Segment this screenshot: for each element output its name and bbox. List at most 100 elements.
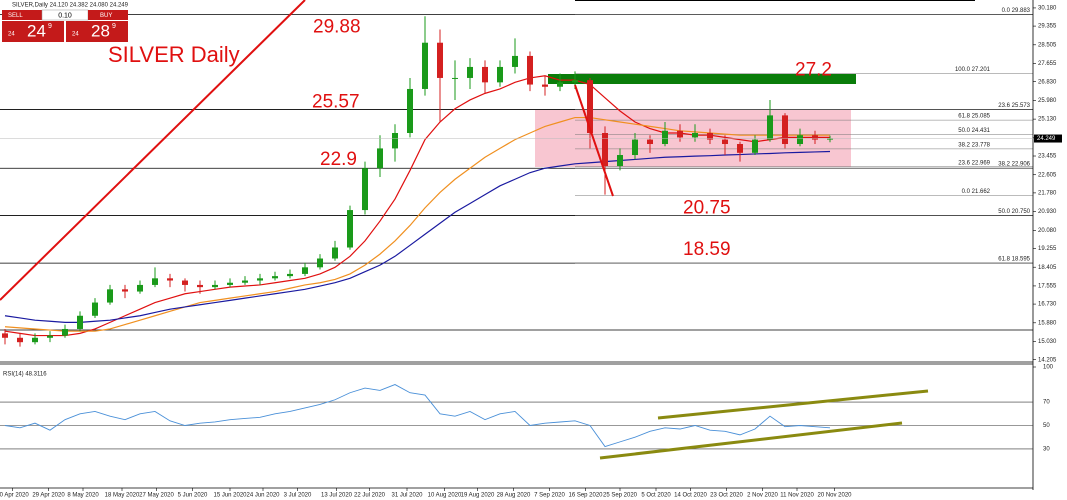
candle-body [587, 80, 593, 133]
candle-body [632, 139, 638, 156]
level-label: 29.88 [313, 17, 361, 38]
x-tick-label: 20 Nov 2020 [817, 493, 852, 499]
y-tick-label: 17.555 [1038, 284, 1057, 290]
resistance-label: 27.2 [795, 60, 832, 81]
candle-body [812, 135, 818, 140]
fib-label: 61.8 18.595 [998, 257, 1030, 263]
trend-line [574, 84, 614, 197]
x-tick-label: 15 Jun 2020 [213, 493, 247, 499]
buy-button[interactable] [88, 10, 128, 20]
buy-price-box[interactable] [66, 21, 128, 42]
buy-price-sup: 9 [112, 23, 116, 30]
y-tick-label: 15.030 [1038, 339, 1057, 345]
fib-label: 0.0 21.662 [962, 189, 991, 195]
x-tick-label: 23 Oct 2020 [710, 493, 743, 499]
candle-body [467, 66, 473, 78]
candle-body [557, 82, 563, 87]
y-tick-label: 22.605 [1038, 172, 1057, 178]
x-tick-label: 29 Apr 2020 [32, 493, 65, 499]
candle-body [182, 280, 188, 285]
candle-body [242, 280, 248, 283]
candle-body [647, 139, 653, 145]
candle-body [137, 284, 143, 292]
x-tick-label: 18 May 2020 [105, 493, 140, 499]
fib-label: 23.6 25.573 [998, 103, 1030, 109]
candle-body [92, 302, 98, 316]
trend-line [0, 0, 306, 301]
last-price-label: 24.249 [1037, 136, 1056, 142]
y-tick-label: 26.830 [1038, 79, 1057, 85]
candle-body [767, 115, 773, 140]
y-tick-label: 28.505 [1038, 42, 1057, 48]
y-tick-label: 25.130 [1038, 117, 1057, 123]
candle-body [77, 315, 83, 329]
candle-body [377, 148, 383, 169]
sell-button[interactable] [2, 10, 42, 20]
x-tick-label: 8 May 2020 [67, 493, 99, 499]
candle-body [437, 42, 443, 78]
sell-label[interactable]: SELL [8, 13, 23, 19]
candle-body [257, 278, 263, 281]
y-tick-label: 14.205 [1038, 357, 1057, 363]
buy-label[interactable]: BUY [100, 13, 112, 19]
sell-price-big: 24 [27, 21, 46, 40]
y-tick-label: 19.255 [1038, 246, 1057, 252]
candle-body [542, 84, 548, 87]
y-tick-label: 16.730 [1038, 302, 1057, 308]
candle-body [227, 282, 233, 285]
x-tick-label: 27 May 2020 [139, 493, 174, 499]
y-tick-label: 25.980 [1038, 98, 1057, 104]
fib-label: 38.2 22.906 [998, 162, 1030, 168]
candle-body [512, 55, 518, 67]
fib-label: 0.0 29.883 [1002, 8, 1031, 14]
rsi-title: RSI(14) 48.3116 [3, 372, 47, 378]
y-tick-label: 70 [1043, 400, 1050, 406]
candle-body [362, 168, 368, 211]
lot-value[interactable]: 0.10 [58, 12, 72, 19]
level-label: 25.57 [312, 91, 360, 112]
buy-price-small: 24 [72, 32, 79, 38]
level-label: 20.75 [683, 198, 731, 219]
candle-body [692, 132, 698, 138]
candle-body [302, 267, 308, 274]
x-tick-label: 5 Jun 2020 [178, 493, 208, 499]
candle-body [407, 88, 413, 133]
y-tick-label: 23.455 [1038, 154, 1057, 160]
y-tick-label: 27.655 [1038, 61, 1057, 67]
x-tick-label: 22 Jul 2020 [354, 493, 386, 499]
level-label: 18.59 [683, 239, 731, 260]
x-tick-label: 2 Nov 2020 [747, 493, 778, 499]
candle-body [287, 273, 293, 277]
x-tick-label: 31 Jul 2020 [391, 493, 423, 499]
x-tick-label: 25 Sep 2020 [603, 493, 638, 499]
y-tick-label: 18.405 [1038, 265, 1057, 271]
plot: 30.180 29.355 28.505 27.655 26.830 25.980 25.1… [0, 6, 1062, 499]
chart-title: SILVER Daily [108, 42, 240, 67]
fib-label: 50.0 20.750 [998, 209, 1030, 215]
sell-price-box[interactable] [2, 21, 64, 42]
candle-body [707, 132, 713, 140]
rsi-line [4, 384, 831, 448]
y-tick-label: 15.880 [1038, 320, 1057, 326]
x-tick-label: 11 Nov 2020 [780, 493, 814, 499]
candle-body [122, 289, 128, 292]
candle-body [602, 132, 608, 167]
rsi-trend-line [657, 389, 929, 420]
y-tick-label: 20.080 [1038, 228, 1057, 234]
fib-label: 23.6 22.969 [958, 160, 990, 166]
candle-body [17, 337, 23, 343]
candle-body [572, 80, 578, 83]
x-tick-label: 10 Aug 2020 [428, 493, 462, 499]
fib-label: 50.0 24.431 [958, 128, 990, 134]
moving-average [4, 116, 830, 332]
x-tick-label: 3 Jul 2020 [284, 493, 312, 499]
level-label: 22.9 [320, 149, 357, 170]
candle-body [32, 337, 38, 343]
y-tick-label: 100 [1043, 365, 1054, 371]
candle-body [392, 132, 398, 149]
candle-body [782, 115, 788, 145]
candle-body [797, 135, 803, 145]
fib-label: 38.2 23.778 [958, 142, 990, 148]
overlay: SILVER Daily RSI(14) 48.3116 SILVER,Dail… [0, 0, 1031, 460]
